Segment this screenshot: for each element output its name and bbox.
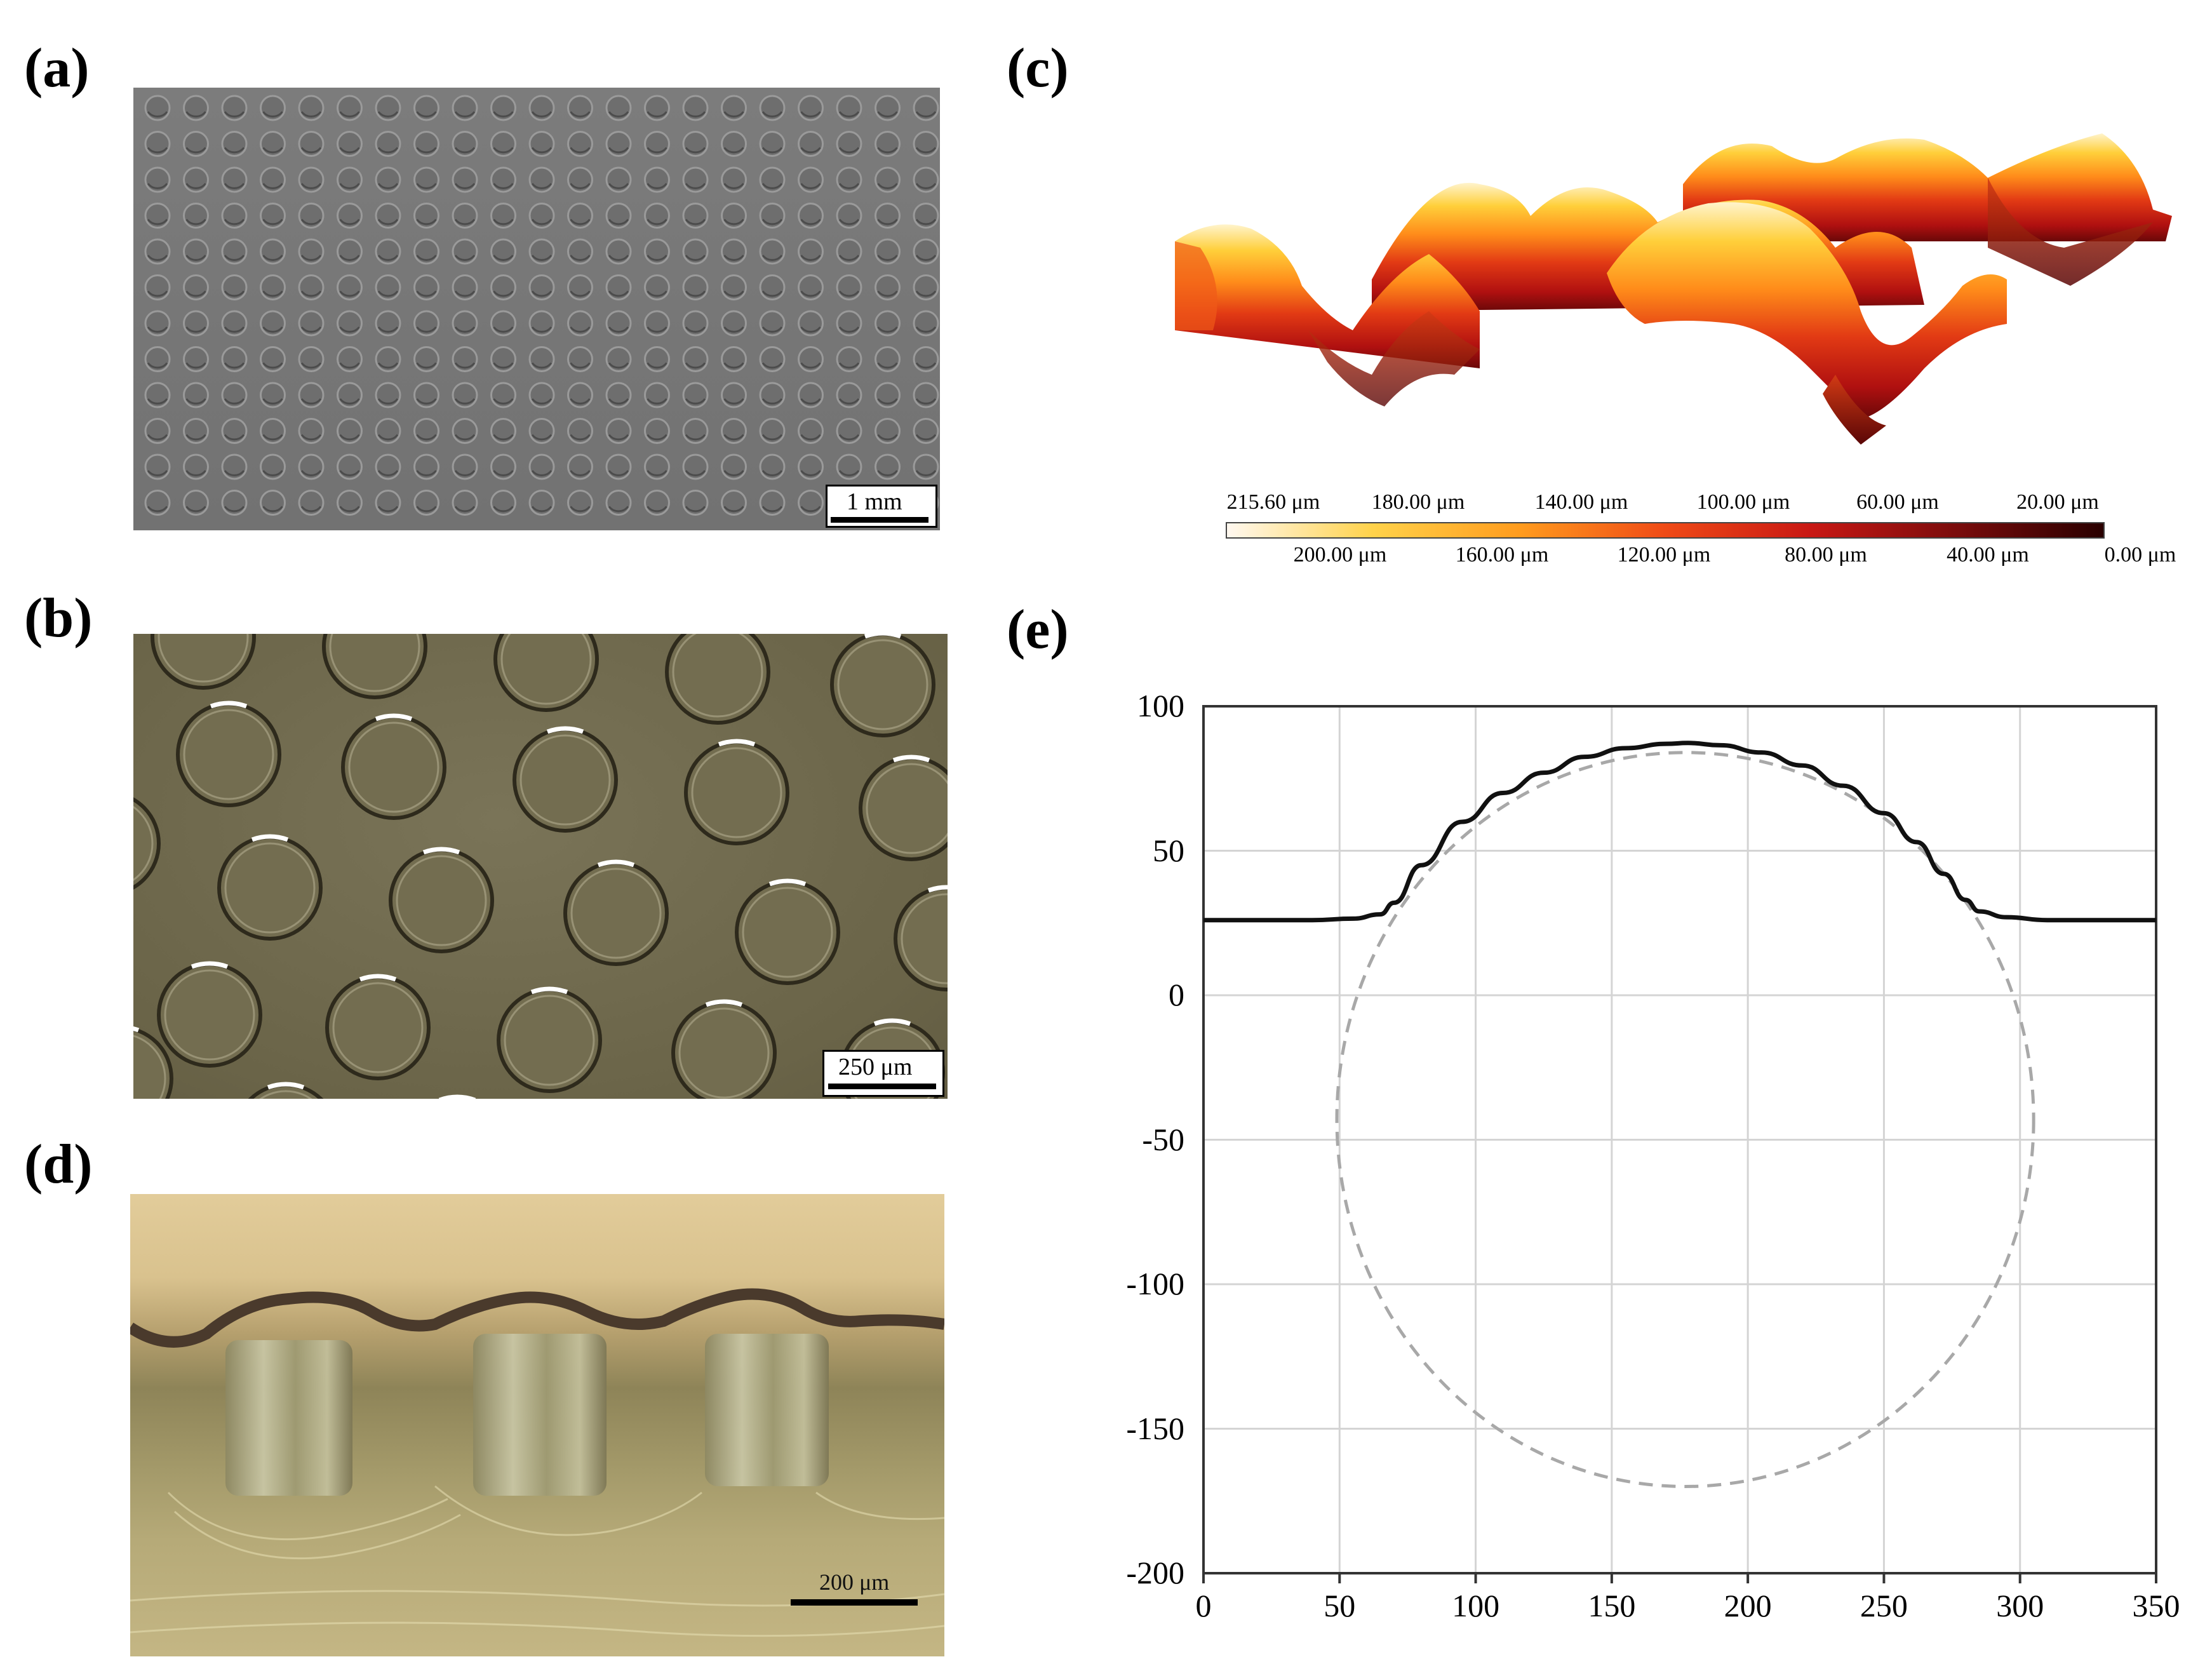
colorbar-top-label: 20.00 μm <box>2016 490 2099 514</box>
dome <box>438 1094 476 1099</box>
dome <box>133 797 161 890</box>
micrograph-d: 200 μm <box>130 1194 944 1656</box>
panel-label-b: (b) <box>24 587 93 649</box>
colorbar-bottom-label: 0.00 μm <box>2104 543 2176 567</box>
dome <box>157 961 262 1068</box>
panel-label-e: (e) <box>1007 599 1069 661</box>
dome <box>563 859 669 966</box>
dome-array-b <box>133 634 948 1099</box>
y-tick-label: -150 <box>1126 1410 1184 1446</box>
y-tick-label: 50 <box>1153 832 1184 868</box>
scale-bar-line-b <box>828 1084 936 1089</box>
topography-3d-c <box>1175 133 2172 445</box>
scale-bar-line-a <box>831 517 928 523</box>
cross-section-d <box>130 1288 944 1637</box>
colorbar-top-label: 215.60 μm <box>1226 490 1320 514</box>
dome <box>341 713 446 820</box>
dome <box>684 739 789 845</box>
dome <box>493 634 599 712</box>
x-tick-label: 100 <box>1452 1588 1500 1623</box>
scale-bar-line-d <box>791 1599 918 1606</box>
y-tick-label: 0 <box>1169 977 1184 1012</box>
panel-label-a: (a) <box>24 37 90 99</box>
dome <box>389 847 494 953</box>
y-tick-label: -200 <box>1126 1555 1184 1590</box>
dome <box>322 634 427 699</box>
scale-bar-label-a: 1 mm <box>847 488 902 515</box>
colorbar-bottom-label: 200.00 μm <box>1293 543 1387 567</box>
colorbar-top-label: 140.00 μm <box>1534 490 1628 514</box>
colorbar-top-label: 60.00 μm <box>1856 490 1939 514</box>
profile-series <box>1203 741 2156 923</box>
dome <box>671 999 777 1099</box>
panel-label-d: (d) <box>24 1134 93 1195</box>
colorbar-bottom-label: 160.00 μm <box>1455 543 1549 567</box>
dome <box>830 634 935 737</box>
y-tick-label: -100 <box>1126 1266 1184 1301</box>
scale-bar-label-b: 250 μm <box>838 1054 913 1080</box>
dome <box>859 755 948 861</box>
micrograph-a: 1 mm <box>133 88 940 530</box>
dome <box>176 701 281 807</box>
x-tick-label: 50 <box>1324 1588 1356 1623</box>
dashed-circle-series <box>1335 751 2035 1488</box>
dome <box>217 834 323 941</box>
dome <box>151 634 256 690</box>
colorbar-c <box>1226 522 2105 539</box>
well-array-a <box>144 95 939 516</box>
y-tick-label: 100 <box>1137 688 1184 723</box>
panel-label-c: (c) <box>1007 37 1069 99</box>
pillar-3 <box>705 1334 829 1486</box>
micrograph-b: 250 μm <box>133 634 948 1099</box>
colorbar-top-label: 100.00 μm <box>1696 490 1790 514</box>
colorbar-bottom-label: 120.00 μm <box>1617 543 1711 567</box>
film-layer <box>130 1288 944 1348</box>
plot-frame <box>1202 705 2157 1574</box>
x-tick-label: 300 <box>1996 1588 2044 1623</box>
y-tick-label: -50 <box>1142 1121 1184 1157</box>
dome <box>735 878 840 985</box>
scale-bar-label-d: 200 μm <box>819 1569 890 1595</box>
colorbar-bottom-label: 80.00 μm <box>1785 543 1867 567</box>
dome <box>325 974 431 1080</box>
dome <box>513 726 618 833</box>
x-tick-label: 200 <box>1724 1588 1772 1623</box>
dome <box>248 1082 324 1099</box>
pillar-1 <box>225 1340 352 1496</box>
x-tick-label: 250 <box>1860 1588 1908 1623</box>
dome <box>133 1026 173 1099</box>
dome <box>497 986 602 1093</box>
x-tick-label: 350 <box>2132 1588 2180 1623</box>
colorbar-top-label: 180.00 μm <box>1371 490 1465 514</box>
pillar-2 <box>473 1334 607 1496</box>
dome <box>894 885 948 991</box>
dome <box>665 634 770 725</box>
colorbar-bottom-label: 40.00 μm <box>1947 543 2029 567</box>
x-tick-label: 150 <box>1588 1588 1636 1623</box>
x-tick-label: 0 <box>1195 1588 1212 1623</box>
